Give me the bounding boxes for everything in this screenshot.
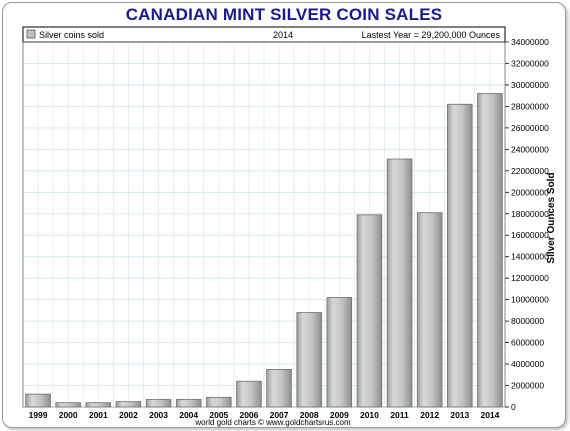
y-axis-ticks: 0 2000000 4000000 6000000 8000000 10000000 120…: [505, 37, 549, 412]
chart-title: CANADIAN MINT SILVER COIN SALES: [125, 5, 443, 24]
bar-2013: [447, 103, 473, 408]
x-axis-ticks: 1999 2000 2001 2002 2003 2004 2005 2006 2007 2008…: [29, 410, 500, 420]
legend-swatch: [26, 29, 36, 39]
header-year: 2014: [273, 30, 293, 40]
chart-credit: world gold charts © www.goldchartsrus.co…: [194, 418, 351, 427]
y-axis-label: Silver Ounces Sold: [546, 172, 557, 263]
x-tick-label: 2003: [149, 410, 168, 420]
x-tick-label: 2012: [420, 410, 439, 420]
bar-1999: [25, 393, 51, 408]
bar-2007: [266, 369, 292, 408]
bar-chart: 0 2000000 4000000 6000000 8000000 10000000 120…: [22, 26, 557, 427]
legend-label: Silver coins sold: [39, 30, 104, 40]
y-tick-label: 2000000: [511, 381, 544, 391]
x-tick-label: 2005: [209, 410, 228, 420]
x-tick-label: 2007: [270, 410, 289, 420]
y-tick-label: 8000000: [511, 316, 544, 326]
bar-2000: [55, 402, 81, 408]
x-tick-label: 2008: [300, 410, 319, 420]
bars: [25, 93, 503, 408]
y-tick-label: 34000000: [511, 37, 549, 47]
x-tick-label: 2009: [330, 410, 349, 420]
y-tick-label: 28000000: [511, 101, 549, 111]
x-tick-label: 2001: [89, 410, 108, 420]
x-tick-label: 2006: [239, 410, 258, 420]
bar-2009: [326, 297, 353, 408]
bar-2006: [236, 380, 262, 408]
y-tick-label: 24000000: [511, 144, 549, 154]
x-tick-label: 2004: [179, 410, 198, 420]
y-tick-label: 22000000: [511, 166, 549, 176]
bar-2008: [296, 312, 322, 408]
bar-2001: [85, 402, 112, 408]
x-tick-label: 2000: [59, 410, 78, 420]
x-tick-label: 2013: [450, 410, 469, 420]
y-tick-label: 6000000: [511, 338, 544, 348]
y-tick-label: 10000000: [511, 295, 549, 305]
y-tick-label: 30000000: [511, 80, 549, 90]
header-latest: Lastest Year = 29,200,000 Ounces: [362, 30, 501, 40]
y-tick-label: 32000000: [511, 58, 549, 68]
y-tick-label: 18000000: [511, 209, 549, 219]
bar-2014: [477, 93, 503, 408]
chart-frame: CANADIAN MINT SILVER COIN SALES 0 2000000…: [2, 2, 566, 428]
bar-2003: [145, 399, 172, 408]
x-tick-label: 2010: [360, 410, 379, 420]
y-tick-label: 12000000: [511, 273, 549, 283]
x-tick-label: 2014: [480, 410, 499, 420]
bar-2004: [175, 399, 202, 408]
y-tick-label: 14000000: [511, 252, 549, 262]
x-tick-label: 2011: [390, 410, 409, 420]
bar-2012: [416, 212, 443, 408]
bar-2011: [386, 158, 413, 408]
y-tick-label: 26000000: [511, 123, 549, 133]
bar-2005: [206, 396, 232, 408]
x-tick-label: 1999: [29, 410, 48, 420]
y-tick-label: 4000000: [511, 359, 544, 369]
x-tick-label: 2002: [119, 410, 138, 420]
y-tick-label: 16000000: [511, 230, 549, 240]
bar-2002: [115, 401, 142, 408]
bar-2010: [356, 214, 383, 408]
y-tick-label: 0: [511, 402, 516, 412]
y-tick-label: 20000000: [511, 187, 549, 197]
